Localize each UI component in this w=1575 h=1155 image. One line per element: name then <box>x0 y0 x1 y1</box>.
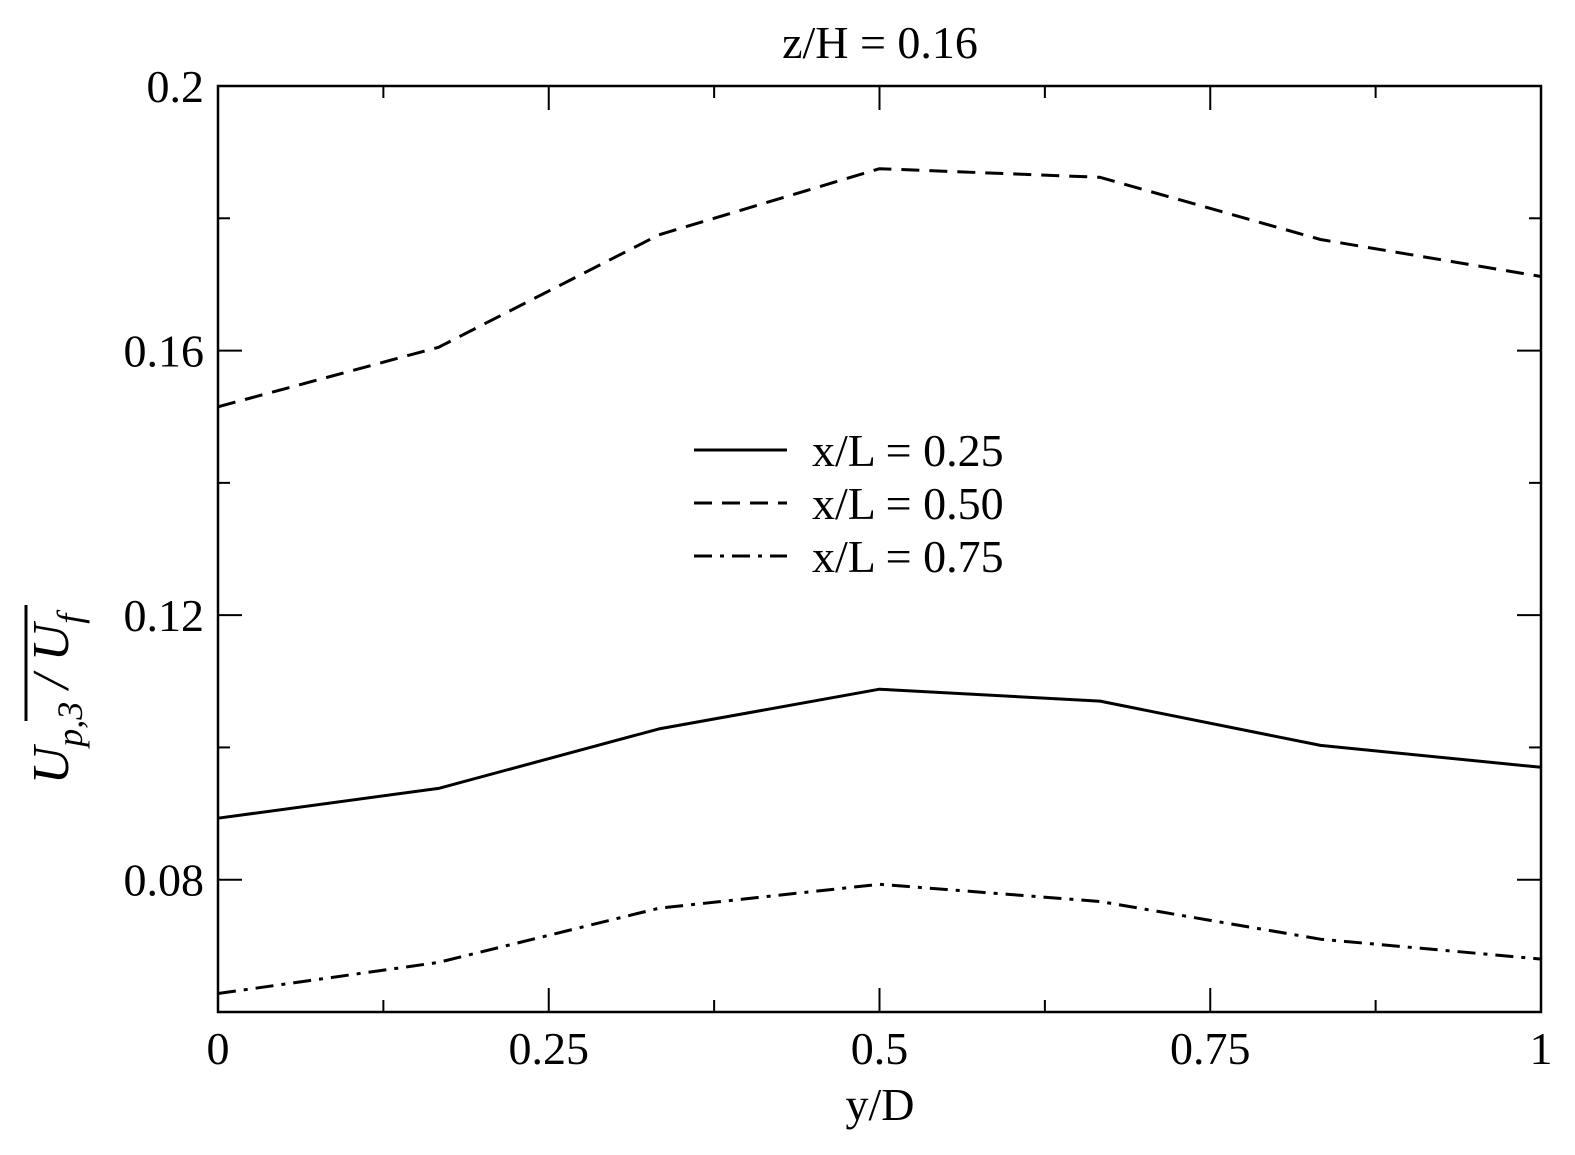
y-axis-title-sub2: f <box>50 609 90 624</box>
x-tick-label-3: 0.75 <box>1170 1023 1251 1074</box>
y-tick-labels: 0.08 0.12 0.16 0.2 <box>124 61 205 906</box>
legend-label-1: x/L = 0.50 <box>812 478 1004 529</box>
axis-ticks <box>217 85 1542 1012</box>
x-tick-label-0: 0 <box>207 1023 230 1074</box>
series-line-2 <box>217 882 1542 995</box>
y-axis-title-text: Up,3 / Uf <box>23 609 90 785</box>
y-tick-label-3: 0.2 <box>147 61 205 112</box>
y-axis-title: Up,3 / Uf <box>23 605 90 784</box>
legend: x/L = 0.25x/L = 0.50x/L = 0.75 <box>694 425 1004 582</box>
chart-title: z/H = 0.16 <box>782 17 978 68</box>
y-axis-title-sep: / <box>23 661 80 701</box>
x-axis-title: y/D <box>846 1079 915 1130</box>
series-line-1 <box>217 167 1542 409</box>
x-tick-label-1: 0.25 <box>509 1023 590 1074</box>
y-tick-label-1: 0.12 <box>124 590 205 641</box>
y-axis-title-base: U <box>23 743 80 784</box>
x-tick-label-2: 0.5 <box>851 1023 909 1074</box>
data-series <box>217 167 1542 995</box>
series-line-0 <box>217 687 1542 820</box>
y-tick-label-2: 0.16 <box>124 326 205 377</box>
y-axis-title-sub: p,3 <box>50 702 90 750</box>
y-tick-label-0: 0.08 <box>124 855 205 906</box>
x-tick-label-4: 1 <box>1530 1023 1553 1074</box>
x-tick-labels: 0 0.25 0.5 0.75 1 <box>207 1023 1553 1074</box>
y-axis-title-base2: U <box>23 620 80 661</box>
legend-label-2: x/L = 0.75 <box>812 531 1004 582</box>
legend-label-0: x/L = 0.25 <box>812 425 1004 476</box>
